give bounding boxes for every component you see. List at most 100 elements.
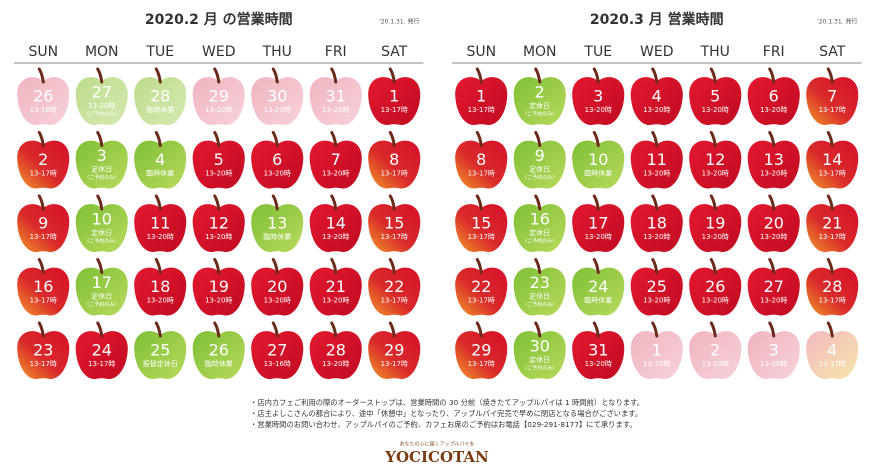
day-sub-note: （ご予約のみ） — [522, 301, 557, 308]
day-note: 13-17時 — [468, 170, 495, 178]
stem — [96, 321, 104, 338]
stem — [37, 194, 45, 211]
apple — [572, 267, 625, 316]
day-number: 11 — [647, 150, 667, 169]
day-note: 13-20時 — [760, 170, 787, 178]
day-note: 13-20時 — [147, 297, 174, 305]
stem — [592, 258, 600, 274]
stem — [96, 67, 104, 84]
stem — [592, 194, 600, 211]
apple — [455, 140, 508, 189]
day-note: 13-20時 — [702, 106, 729, 114]
stem — [826, 131, 834, 147]
stem — [651, 131, 659, 147]
day-number: 13 — [267, 214, 287, 233]
weekday: FRI — [325, 44, 347, 60]
weekday: SAT — [381, 44, 408, 60]
day-note: 13-20時 — [147, 233, 174, 241]
day-number: 24 — [92, 341, 112, 360]
day-note: 13-20時 — [205, 297, 232, 305]
day-note: 13-20時 — [585, 360, 612, 368]
apple — [75, 204, 128, 253]
stem — [475, 194, 483, 211]
day-note: 13-17時 — [381, 106, 408, 114]
day-number: 18 — [150, 277, 170, 296]
day-note: 13-17時 — [381, 170, 408, 178]
stem — [592, 131, 600, 147]
day-note: 定休日 — [529, 355, 550, 364]
day-number: 10 — [588, 150, 608, 169]
apple — [630, 77, 683, 126]
day-number: 16 — [33, 277, 53, 296]
apple — [75, 331, 128, 380]
stem — [330, 258, 338, 274]
stem — [213, 194, 221, 211]
day-number: 25 — [150, 341, 170, 360]
apple — [192, 204, 245, 253]
stem — [330, 131, 338, 147]
footer-note: ・店内カフェご利用の際のオーダーストップは、営業時間の 30 分前（焼きたてアッ… — [250, 398, 644, 407]
apple — [455, 77, 508, 126]
day-cell: 613-20時 — [747, 67, 800, 126]
stem — [388, 258, 396, 274]
stem — [651, 258, 659, 274]
day-note: 13-17時 — [88, 360, 115, 368]
stem — [96, 194, 104, 211]
day-note: 13-17時 — [30, 360, 57, 368]
day-note: 13-20時 — [760, 297, 787, 305]
stem — [388, 67, 396, 84]
calendar-title: 2020.3 月 営業時間 — [590, 11, 724, 28]
weekday: MON — [523, 44, 557, 60]
apple — [17, 77, 70, 126]
stem — [592, 67, 600, 84]
day-note: 13-17時 — [468, 233, 495, 241]
day-number: 28 — [150, 87, 170, 106]
apple — [309, 77, 362, 126]
day-number: 16 — [530, 210, 550, 229]
day-number: 21 — [822, 214, 842, 233]
stem — [388, 131, 396, 147]
day-number: 4 — [155, 150, 165, 169]
day-number: 6 — [769, 87, 779, 106]
day-number: 14 — [326, 214, 346, 233]
day-note: 13-20時 — [322, 297, 349, 305]
day-number: 5 — [214, 150, 224, 169]
stem — [271, 131, 279, 147]
stem — [768, 67, 776, 84]
stem — [475, 131, 483, 147]
apple — [17, 140, 70, 189]
apple — [17, 267, 70, 316]
day-note: 13-17時 — [381, 360, 408, 368]
weekday: MON — [85, 44, 119, 60]
apple — [630, 204, 683, 253]
apple — [368, 204, 421, 253]
weekday: TUE — [583, 44, 612, 60]
logo-tagline: あなたの心に届くアップルパイを — [399, 441, 474, 448]
day-cell: 113-17時 — [455, 67, 508, 126]
day-note: 13-20時 — [760, 360, 787, 368]
stem — [709, 321, 717, 338]
day-note: 13-17時 — [819, 360, 846, 368]
day-note: 定休日 — [91, 228, 112, 237]
apple — [251, 140, 304, 189]
day-note: 13-20時 — [643, 360, 670, 368]
day-number: 22 — [471, 277, 491, 296]
day-note: 13-17時 — [819, 170, 846, 178]
day-note: 13-20時 — [205, 106, 232, 114]
apple — [513, 140, 566, 189]
stem — [37, 131, 45, 147]
apple — [572, 331, 625, 380]
